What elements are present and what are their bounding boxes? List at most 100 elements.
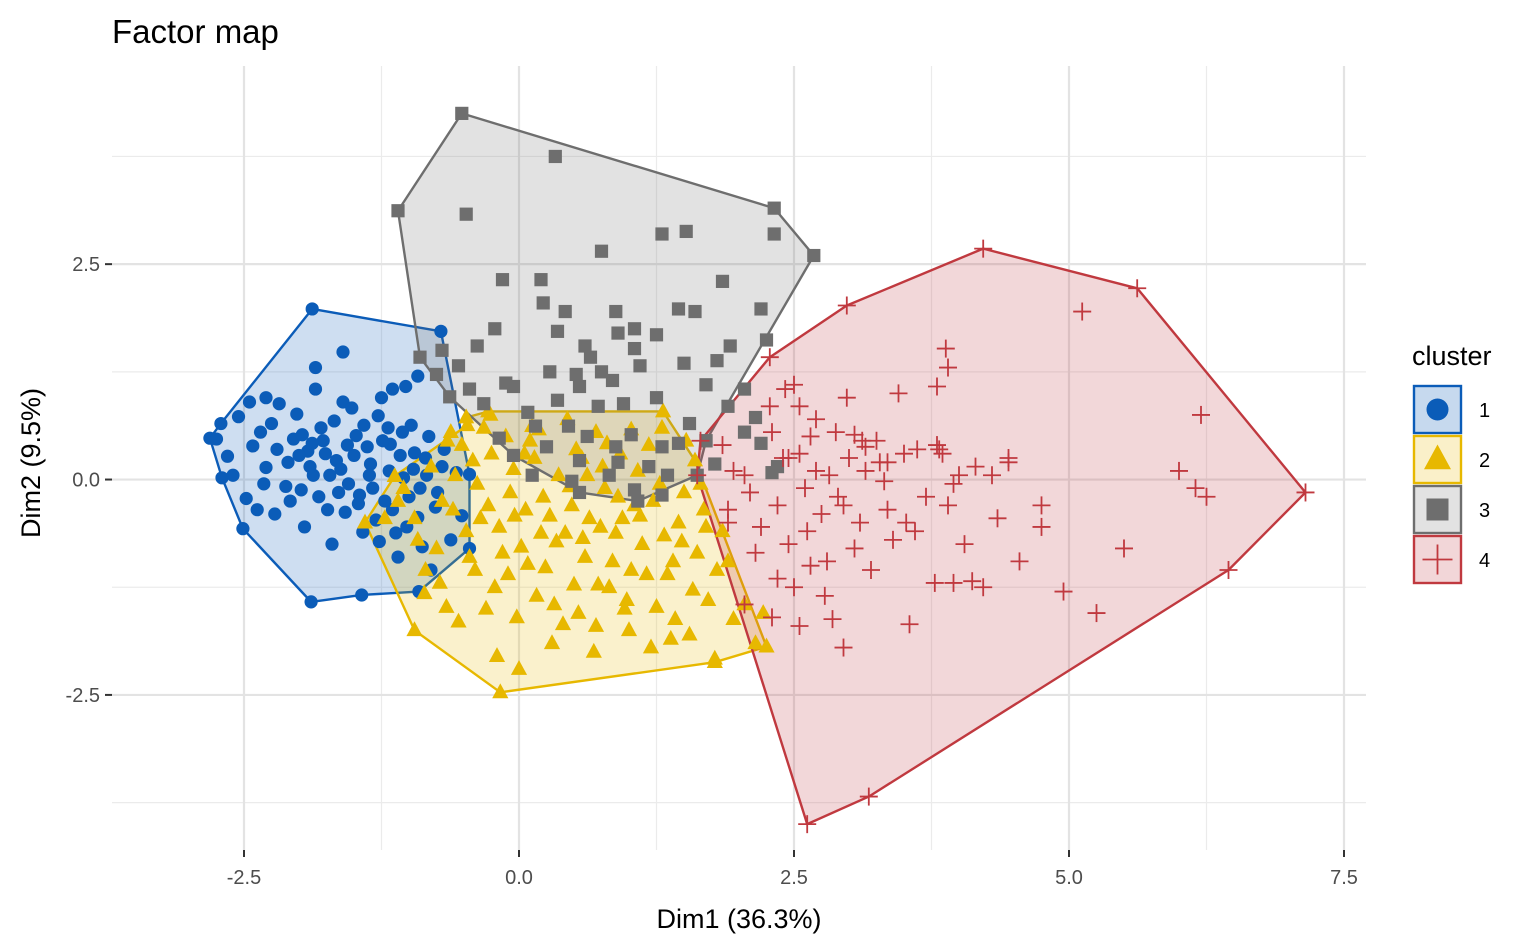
data-point [656, 526, 673, 542]
data-point [338, 505, 352, 519]
data-point [422, 429, 436, 444]
data-point [303, 460, 317, 474]
data-point [697, 517, 715, 533]
data-point [796, 479, 814, 498]
data-point [655, 488, 669, 502]
data-point [673, 532, 690, 548]
data-point [341, 477, 356, 491]
data-point [790, 397, 809, 416]
data-point [393, 448, 407, 463]
data-point [655, 227, 669, 241]
data-point [1219, 561, 1238, 579]
data-point [459, 207, 473, 221]
data-point [357, 418, 371, 432]
legend-item-3: 3 [1412, 484, 1490, 535]
data-point [435, 460, 449, 474]
data-point [381, 421, 395, 435]
data-point [689, 543, 706, 559]
cluster-3-hull [396, 112, 815, 503]
data-point [242, 395, 257, 409]
data-point [462, 467, 477, 481]
data-point [642, 460, 656, 474]
data-point [316, 434, 330, 448]
data-point [304, 595, 318, 609]
data-point [759, 333, 774, 347]
data-points [203, 106, 1315, 834]
data-point [576, 548, 594, 563]
data-point [488, 322, 502, 336]
data-point [416, 584, 433, 600]
data-point [682, 416, 697, 431]
data-point [928, 436, 946, 455]
data-point [624, 428, 638, 442]
data-point [453, 436, 470, 451]
data-point [746, 543, 765, 562]
data-point [594, 244, 609, 258]
data-point [785, 375, 803, 394]
data-point [525, 468, 539, 482]
data-point [649, 328, 664, 342]
data-point [294, 483, 308, 497]
legend-marker [1426, 398, 1449, 421]
data-point [246, 439, 260, 453]
data-point [548, 149, 562, 164]
data-point [614, 509, 631, 525]
data-point [908, 440, 927, 459]
data-point [581, 509, 598, 525]
data-point [807, 461, 825, 480]
data-point [590, 575, 607, 591]
data-point [517, 500, 534, 516]
data-point [723, 339, 737, 353]
data-point [372, 534, 386, 549]
data-point [417, 561, 434, 576]
data-point [602, 468, 616, 482]
data-point [748, 410, 763, 425]
data-point [406, 509, 423, 525]
data-point [609, 440, 623, 454]
data-point [292, 448, 306, 463]
legend-label: 2 [1479, 450, 1490, 472]
data-point [385, 382, 400, 396]
data-point [688, 466, 707, 485]
data-point [411, 369, 425, 383]
data-point [768, 569, 787, 588]
data-point [988, 509, 1007, 528]
data-point [679, 224, 693, 239]
data-point [611, 326, 625, 340]
data-point [878, 500, 897, 519]
legend: cluster 1 2 3 4 [1412, 341, 1492, 585]
data-point [519, 554, 536, 570]
data-point [464, 451, 481, 467]
data-point [681, 625, 698, 641]
data-point [209, 432, 224, 446]
data-point [721, 399, 735, 413]
data-point [779, 535, 798, 554]
data-point [737, 425, 752, 439]
data-point [862, 561, 880, 579]
data-point [974, 578, 993, 597]
data-point [550, 324, 565, 338]
data-point [1087, 604, 1106, 623]
data-point [579, 466, 596, 482]
data-point [439, 431, 456, 447]
data-point [494, 543, 511, 559]
data-point [433, 492, 451, 507]
data-point [259, 460, 273, 475]
data-point [492, 431, 506, 445]
data-point [444, 533, 458, 547]
data-point [763, 423, 781, 442]
data-point [1073, 302, 1092, 321]
data-point [776, 380, 795, 399]
data-point [1115, 539, 1133, 558]
legend-title: cluster [1412, 341, 1492, 371]
data-point [516, 444, 533, 460]
data-point [895, 444, 913, 463]
data-point [521, 405, 535, 419]
data-point [492, 683, 509, 699]
data-point [546, 595, 563, 611]
data-point [351, 497, 365, 511]
data-point [845, 539, 864, 558]
data-point [974, 239, 993, 258]
data-point [431, 573, 448, 589]
data-point [719, 552, 737, 568]
